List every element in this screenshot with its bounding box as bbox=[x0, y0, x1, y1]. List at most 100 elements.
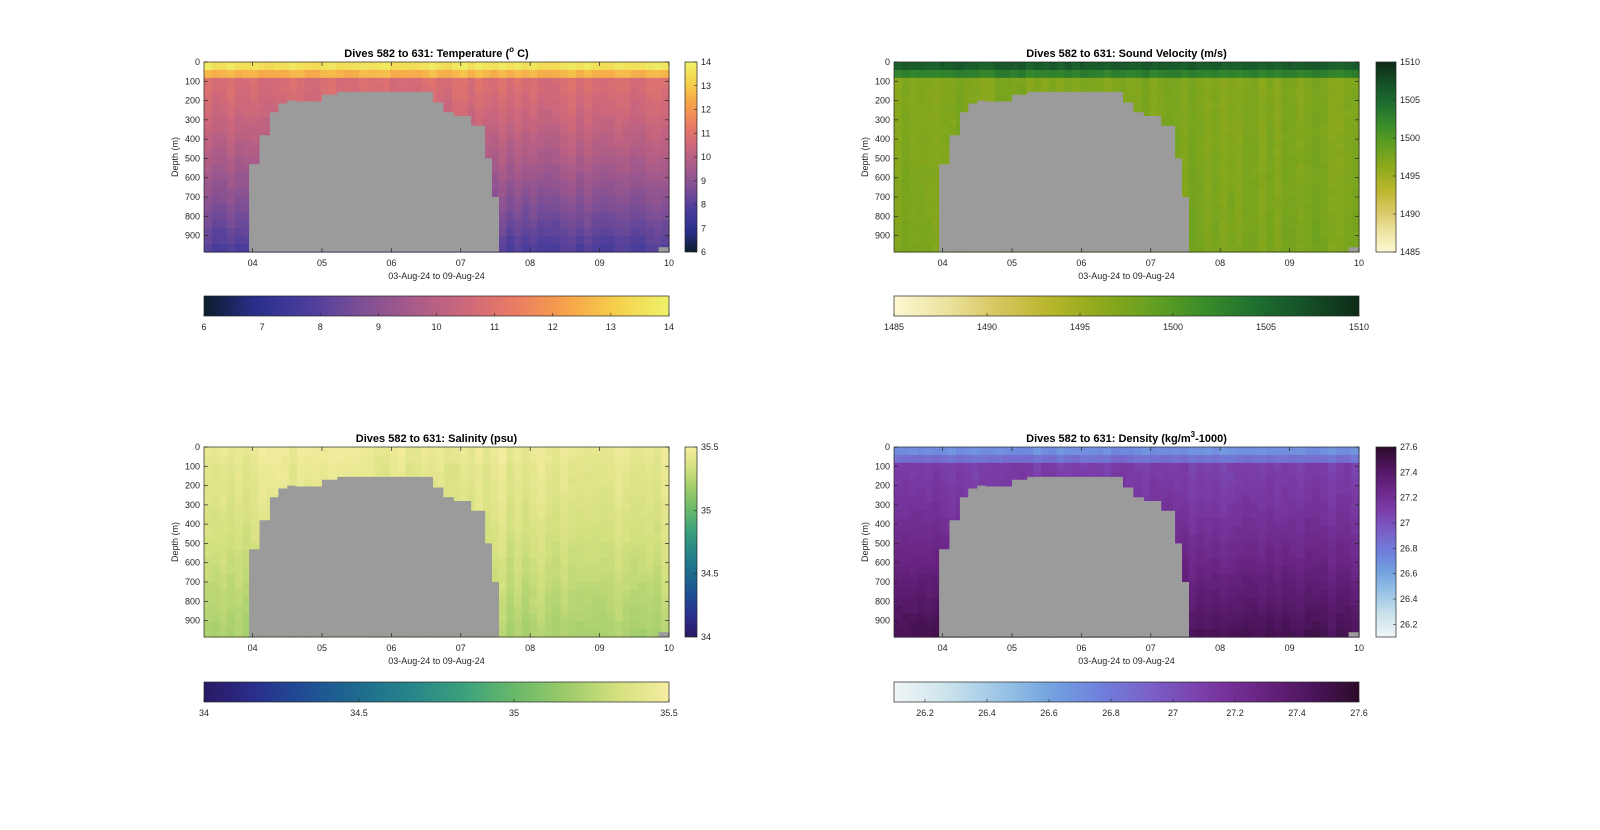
heatmap-cell bbox=[521, 478, 531, 488]
heatmap-cell bbox=[483, 62, 492, 71]
heatmap-cell bbox=[638, 534, 647, 543]
heatmap-cell bbox=[1173, 62, 1182, 71]
heatmap-cell bbox=[250, 494, 259, 504]
heatmap-cell bbox=[1281, 164, 1290, 174]
heatmap-cell bbox=[1250, 125, 1259, 134]
heatmap-cell bbox=[638, 62, 647, 71]
heatmap-cell bbox=[537, 462, 546, 472]
heatmap-cell bbox=[576, 581, 585, 591]
y-axis-label: Depth (m) bbox=[860, 137, 870, 177]
heatmap-cell bbox=[374, 77, 383, 87]
heatmap-cell bbox=[622, 93, 631, 103]
heatmap-cell bbox=[467, 454, 476, 464]
heatmap-cell bbox=[932, 542, 942, 551]
heatmap-cell bbox=[614, 605, 624, 614]
heatmap-cell bbox=[1219, 172, 1228, 182]
heatmap-cell bbox=[901, 244, 911, 253]
heatmap-cell bbox=[1351, 93, 1360, 103]
heatmap-cell bbox=[204, 518, 213, 527]
heatmap-cell bbox=[630, 117, 639, 126]
heatmap-cell bbox=[614, 85, 624, 95]
heatmap-cell bbox=[273, 77, 283, 87]
heatmap-cell bbox=[1273, 141, 1283, 150]
heatmap-cell bbox=[258, 85, 267, 95]
heatmap-cell bbox=[250, 141, 259, 150]
heatmap-cell bbox=[1242, 244, 1252, 253]
heatmap-cell bbox=[925, 69, 934, 79]
heatmap-cell bbox=[591, 621, 600, 630]
heatmap-cell bbox=[514, 85, 523, 95]
heatmap-cell bbox=[622, 565, 631, 575]
colorbar-tick-label: 10 bbox=[701, 152, 711, 162]
heatmap-cell bbox=[1211, 69, 1221, 79]
heatmap-cell bbox=[645, 462, 655, 472]
heatmap-cell bbox=[351, 462, 360, 472]
heatmap-cell bbox=[1204, 188, 1213, 198]
heatmap-cell bbox=[459, 478, 469, 488]
heatmap-cell bbox=[932, 510, 942, 519]
heatmap-cell bbox=[1018, 470, 1027, 480]
heatmap-cell bbox=[576, 557, 585, 567]
heatmap-cell bbox=[1002, 478, 1011, 488]
heatmap-cell bbox=[1266, 133, 1275, 142]
heatmap-cell bbox=[204, 180, 213, 190]
heatmap-cell bbox=[940, 494, 949, 504]
heatmap-cell bbox=[552, 629, 562, 638]
heatmap-cell bbox=[599, 141, 608, 150]
heatmap-cell bbox=[994, 77, 1004, 87]
heatmap-cell bbox=[211, 157, 221, 166]
heatmap-cell bbox=[568, 565, 577, 575]
heatmap-cell bbox=[909, 557, 918, 567]
heatmap-cell bbox=[925, 597, 934, 606]
heatmap-cell bbox=[529, 101, 538, 111]
heatmap-cell bbox=[335, 62, 345, 71]
heatmap-cell bbox=[266, 447, 275, 456]
heatmap-cell bbox=[622, 212, 631, 221]
heatmap-cell bbox=[506, 557, 515, 567]
heatmap-cell bbox=[932, 172, 942, 182]
heatmap-cell bbox=[498, 510, 507, 519]
heatmap-cell bbox=[235, 172, 244, 182]
heatmap-cell bbox=[289, 478, 298, 488]
heatmap-cell bbox=[529, 117, 538, 126]
heatmap-cell bbox=[653, 141, 662, 150]
heatmap-cell bbox=[1250, 204, 1259, 214]
heatmap-cell bbox=[622, 518, 631, 527]
heatmap-cell bbox=[1204, 85, 1213, 95]
heatmap-cell bbox=[560, 454, 569, 464]
heatmap-cell bbox=[925, 109, 934, 119]
heatmap-cell bbox=[211, 164, 221, 174]
heatmap-cell bbox=[1196, 149, 1205, 158]
heatmap-cell bbox=[994, 470, 1004, 480]
heatmap-cell bbox=[545, 204, 554, 214]
heatmap-cell bbox=[1273, 69, 1283, 79]
heatmap-cell bbox=[452, 494, 461, 504]
heatmap-cell bbox=[894, 629, 903, 638]
heatmap-cell bbox=[576, 629, 585, 638]
heatmap-cell bbox=[219, 447, 228, 456]
heatmap-cell bbox=[583, 621, 593, 630]
heatmap-cell bbox=[599, 93, 608, 103]
heatmap-cell bbox=[498, 605, 507, 614]
heatmap-cell bbox=[258, 486, 267, 496]
heatmap-cell bbox=[1351, 164, 1360, 174]
heatmap-cell bbox=[219, 149, 228, 158]
heatmap-cell bbox=[1335, 117, 1345, 126]
heatmap-cell bbox=[421, 470, 430, 480]
heatmap-cell bbox=[630, 93, 639, 103]
heatmap-cell bbox=[498, 62, 507, 71]
heatmap-cell bbox=[1196, 172, 1205, 182]
heatmap-cell bbox=[227, 542, 236, 551]
heatmap-cell bbox=[281, 85, 290, 95]
heatmap-cell bbox=[250, 454, 259, 464]
heatmap-cell bbox=[614, 117, 624, 126]
heatmap-cell bbox=[560, 188, 569, 198]
heatmap-cell bbox=[583, 93, 593, 103]
heatmap-cell bbox=[630, 244, 639, 253]
heatmap-cell bbox=[250, 542, 259, 551]
heatmap-cell bbox=[917, 454, 926, 464]
heatmap-cell bbox=[490, 125, 500, 134]
heatmap-cell bbox=[537, 212, 546, 221]
heatmap-cell bbox=[1343, 220, 1352, 229]
heatmap-cell bbox=[661, 212, 670, 221]
